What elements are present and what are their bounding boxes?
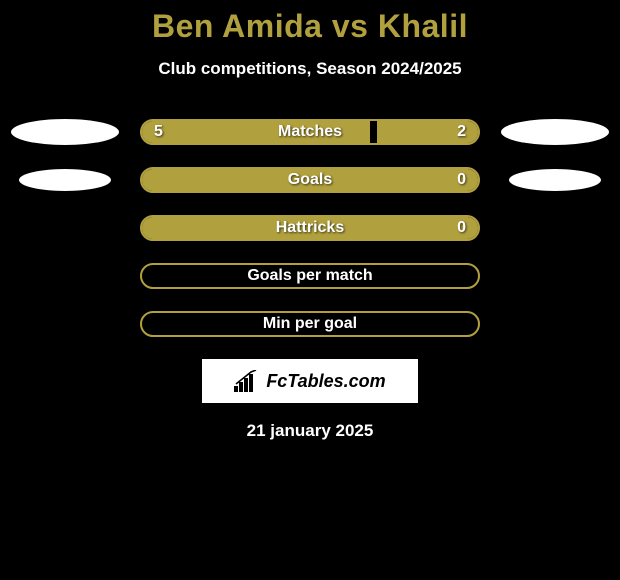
stat-label: Min per goal [142, 313, 478, 335]
stat-label: Goals [142, 169, 478, 191]
stat-bar: Min per goal [140, 311, 480, 337]
footer-logo-text: FcTables.com [266, 371, 385, 392]
player-oval-right [509, 169, 601, 191]
stat-bar: 0Goals [140, 167, 480, 193]
player-oval-left [11, 119, 119, 145]
bars-icon [234, 370, 260, 392]
comparison-row: 0Hattricks [0, 215, 620, 241]
container: Ben Amida vs Khalil Club competitions, S… [0, 0, 620, 441]
subtitle: Club competitions, Season 2024/2025 [0, 59, 620, 79]
date-text: 21 january 2025 [0, 421, 620, 441]
comparison-row: Min per goal [0, 311, 620, 337]
player-oval-left [19, 169, 111, 191]
comparison-row: Goals per match [0, 263, 620, 289]
stat-bar: 0Hattricks [140, 215, 480, 241]
right-oval-slot [500, 169, 610, 191]
right-oval-slot [500, 119, 610, 145]
stat-label: Goals per match [142, 265, 478, 287]
player-oval-right [501, 119, 609, 145]
comparison-row: 0Goals [0, 167, 620, 193]
stat-bar: 52Matches [140, 119, 480, 145]
stat-bar: Goals per match [140, 263, 480, 289]
stat-label: Hattricks [142, 217, 478, 239]
footer-logo: FcTables.com [202, 359, 418, 403]
comparison-row: 52Matches [0, 119, 620, 145]
stat-label: Matches [142, 121, 478, 143]
left-oval-slot [10, 169, 120, 191]
left-oval-slot [10, 119, 120, 145]
comparison-rows: 52Matches 0Goals 0Hattricks Goals per match… [0, 119, 620, 337]
page-title: Ben Amida vs Khalil [0, 8, 620, 45]
footer-logo-inner: FcTables.com [234, 370, 385, 392]
